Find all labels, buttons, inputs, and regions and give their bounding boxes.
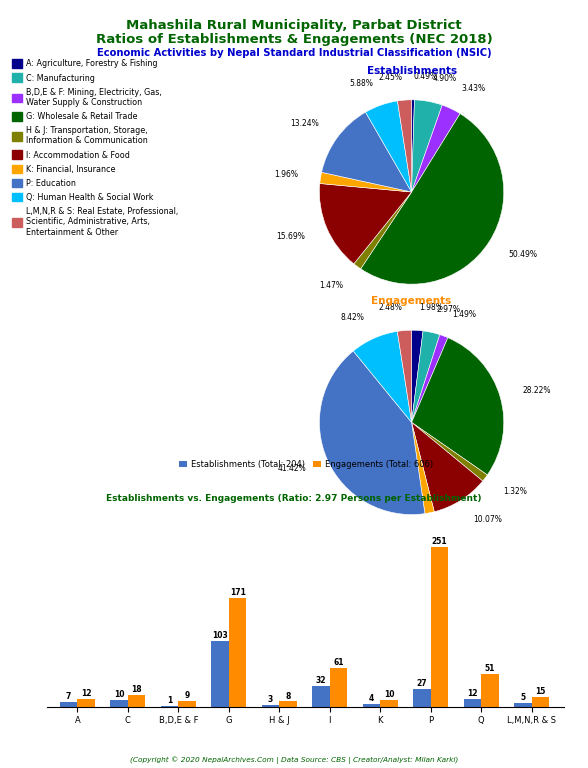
Text: 251: 251 (432, 537, 447, 546)
Text: 4: 4 (369, 694, 374, 703)
Bar (211, 641, 229, 707)
Text: 41.42%: 41.42% (278, 465, 306, 473)
Text: 51: 51 (485, 664, 495, 674)
Bar (78, 699, 95, 707)
Text: 15.69%: 15.69% (276, 233, 306, 241)
Bar (279, 701, 297, 707)
Text: 10.07%: 10.07% (473, 515, 502, 525)
Text: (Copyright © 2020 NepalArchives.Com | Data Source: CBS | Creator/Analyst: Milan : (Copyright © 2020 NepalArchives.Com | Da… (130, 756, 458, 764)
Title: Establishments: Establishments (366, 66, 457, 76)
Text: 15: 15 (535, 687, 546, 696)
Bar (229, 598, 246, 707)
Wedge shape (319, 351, 425, 515)
Bar (430, 547, 449, 707)
Text: 2.97%: 2.97% (436, 306, 460, 314)
Text: 1.47%: 1.47% (320, 280, 343, 290)
Text: 1.49%: 1.49% (452, 310, 476, 319)
Text: 27: 27 (416, 680, 427, 688)
Wedge shape (353, 331, 412, 422)
Wedge shape (412, 100, 442, 192)
Text: 10: 10 (384, 690, 395, 699)
Wedge shape (397, 100, 412, 192)
Wedge shape (412, 422, 435, 514)
Text: 4.90%: 4.90% (433, 74, 457, 83)
Bar (514, 703, 532, 707)
Wedge shape (412, 422, 483, 511)
Bar (481, 674, 499, 707)
Text: 28.22%: 28.22% (522, 386, 551, 395)
Text: 0.49%: 0.49% (413, 72, 437, 81)
Text: 2.45%: 2.45% (379, 73, 403, 81)
Bar (59, 702, 78, 707)
Wedge shape (412, 335, 448, 422)
Bar (413, 690, 430, 707)
Text: 9: 9 (185, 691, 190, 700)
Text: Ratios of Establishments & Engagements (NEC 2018): Ratios of Establishments & Engagements (… (96, 33, 492, 46)
Bar (380, 700, 398, 707)
Text: Establishments vs. Engagements (Ratio: 2.97 Persons per Establishment): Establishments vs. Engagements (Ratio: 2… (106, 494, 482, 503)
Wedge shape (412, 105, 460, 192)
Bar (110, 700, 128, 707)
Text: 10: 10 (113, 690, 124, 699)
Text: 171: 171 (230, 588, 246, 597)
Legend: A: Agriculture, Forestry & Fishing, C: Manufacturing, B,D,E & F: Mining, Electri: A: Agriculture, Forestry & Fishing, C: M… (10, 58, 180, 238)
Text: 2.48%: 2.48% (379, 303, 403, 312)
Wedge shape (397, 330, 412, 422)
Wedge shape (412, 338, 504, 475)
Text: 32: 32 (316, 677, 326, 685)
Text: 1.98%: 1.98% (419, 303, 443, 312)
Bar (363, 704, 380, 707)
Wedge shape (319, 184, 412, 264)
Text: 1: 1 (167, 696, 172, 705)
Text: 1.32%: 1.32% (503, 488, 527, 496)
Wedge shape (360, 114, 504, 284)
Bar (330, 668, 348, 707)
Bar (532, 697, 549, 707)
Text: Mahashila Rural Municipality, Parbat District: Mahashila Rural Municipality, Parbat Dis… (126, 19, 462, 32)
Text: 8.42%: 8.42% (340, 313, 365, 322)
Text: 50.49%: 50.49% (509, 250, 537, 259)
Wedge shape (322, 112, 412, 192)
Bar (463, 699, 481, 707)
Text: 7: 7 (66, 692, 71, 701)
Text: 18: 18 (131, 685, 142, 694)
Legend: Establishments (Total: 204), Engagements (Total: 606): Establishments (Total: 204), Engagements… (176, 456, 436, 472)
Text: 5: 5 (520, 694, 526, 703)
Text: 61: 61 (333, 658, 344, 667)
Text: 103: 103 (212, 631, 228, 641)
Bar (178, 701, 196, 707)
Title: Engagements: Engagements (372, 296, 452, 306)
Wedge shape (412, 100, 415, 192)
Bar (128, 695, 145, 707)
Bar (312, 687, 330, 707)
Text: 12: 12 (467, 689, 477, 698)
Text: 3: 3 (268, 695, 273, 703)
Text: 5.88%: 5.88% (349, 79, 373, 88)
Wedge shape (412, 331, 440, 422)
Text: Economic Activities by Nepal Standard Industrial Classification (NSIC): Economic Activities by Nepal Standard In… (96, 48, 492, 58)
Text: 1.65%: 1.65% (434, 531, 458, 540)
Text: 1.96%: 1.96% (274, 170, 298, 179)
Text: 3.43%: 3.43% (462, 84, 486, 93)
Text: 13.24%: 13.24% (290, 120, 319, 128)
Text: 12: 12 (81, 689, 91, 698)
Wedge shape (354, 192, 412, 269)
Text: 8: 8 (285, 691, 291, 700)
Bar (262, 705, 279, 707)
Wedge shape (412, 330, 423, 422)
Wedge shape (320, 172, 412, 192)
Wedge shape (412, 422, 487, 481)
Wedge shape (366, 101, 412, 192)
